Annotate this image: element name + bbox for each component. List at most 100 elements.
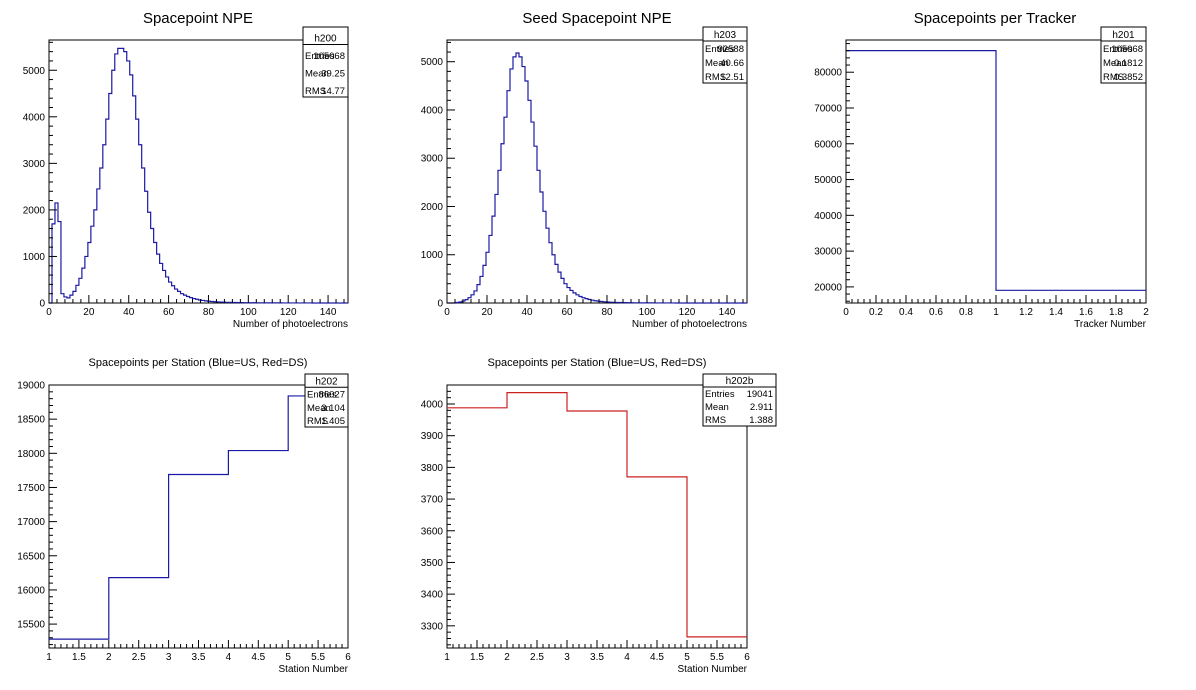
x-tick-label: 140 [320, 307, 337, 318]
stats-entries-value: 19041 [747, 389, 773, 400]
stats-box-frame [1100, 26, 1147, 84]
stats-box-frame [702, 373, 777, 427]
x-axis-label: Number of photoelectrons [632, 319, 747, 330]
stats-rms-value: 1.405 [321, 416, 345, 427]
y-tick-label: 50000 [814, 175, 842, 186]
x-tick-label: 60 [561, 307, 573, 318]
stats-entries-label: Entries [305, 51, 335, 62]
x-axis-label: Tracker Number [1074, 319, 1147, 330]
histogram-line [447, 52, 747, 304]
stats-rms-label: RMS [705, 415, 726, 426]
chart-title: Spacepoints per Station (Blue=US, Red=DS… [488, 357, 707, 369]
x-tick-label: 80 [601, 307, 613, 318]
y-tick-label: 18500 [17, 415, 45, 426]
y-tick-label: 15500 [17, 620, 45, 631]
y-tick-label: 1000 [421, 250, 444, 261]
y-tick-label: 3400 [421, 590, 444, 601]
stats-box-frame [702, 26, 748, 84]
x-axis-label: Station Number [279, 664, 349, 675]
x-tick-label: 20 [83, 307, 95, 318]
x-tick-label: 3 [166, 652, 172, 663]
stats-box-frame [304, 373, 349, 428]
y-tick-label: 4000 [421, 105, 444, 116]
stats-name: h203 [714, 30, 737, 41]
x-axis-label: Number of photoelectrons [233, 319, 348, 330]
y-tick-label: 3000 [23, 159, 46, 170]
x-tick-label: 0.6 [929, 307, 943, 318]
x-tick-label: 100 [639, 307, 656, 318]
stats-mean-label: Mean [307, 403, 331, 414]
x-tick-label: 40 [123, 307, 135, 318]
x-tick-label: 0.4 [899, 307, 913, 318]
stats-entries-label: Entries [705, 44, 735, 55]
x-tick-label: 1.5 [470, 652, 484, 663]
y-tick-label: 3300 [421, 621, 444, 632]
stats-mean-label: Mean [1103, 58, 1127, 69]
plot-p4: Spacepoints per Station (Blue=US, Red=DS… [17, 357, 351, 675]
y-tick-label: 3600 [421, 526, 444, 537]
y-tick-label: 2000 [23, 205, 46, 216]
stats-rms-value: 14.77 [321, 86, 345, 97]
x-tick-label: 3 [564, 652, 570, 663]
stats-entries-value: 105068 [313, 51, 345, 62]
y-tick-label: 80000 [814, 68, 842, 79]
stats-entries-label: Entries [307, 390, 337, 401]
y-tick-label: 4000 [421, 400, 444, 411]
stats-entries-label: Entries [705, 389, 735, 400]
stats-name: h201 [1112, 30, 1135, 41]
y-tick-label: 4000 [23, 112, 46, 123]
y-tick-label: 60000 [814, 139, 842, 150]
x-tick-label: 5 [684, 652, 690, 663]
x-tick-label: 1.8 [1109, 307, 1123, 318]
stats-name: h200 [314, 34, 337, 45]
stats-rms-value: 1.388 [749, 415, 773, 426]
x-tick-label: 5 [285, 652, 291, 663]
x-tick-label: 1 [993, 307, 999, 318]
y-tick-label: 40000 [814, 211, 842, 222]
y-tick-label: 3900 [421, 431, 444, 442]
plot-p5: Spacepoints per Station (Blue=US, Red=DS… [421, 357, 777, 675]
x-tick-label: 0 [843, 307, 849, 318]
y-tick-label: 3000 [421, 154, 444, 165]
y-tick-label: 3800 [421, 463, 444, 474]
stats-rms-label: RMS [305, 86, 326, 97]
stats-mean-value: 0.1812 [1114, 58, 1143, 69]
x-tick-label: 0 [444, 307, 450, 318]
stats-mean-value: 2.911 [750, 402, 773, 413]
x-tick-label: 0 [46, 307, 52, 318]
plot-frame [48, 384, 349, 649]
x-tick-label: 120 [280, 307, 297, 318]
histogram-line [846, 50, 1146, 291]
stats-entries-value: 92588 [718, 44, 744, 55]
x-tick-label: 3.5 [192, 652, 206, 663]
x-tick-label: 1.2 [1019, 307, 1033, 318]
x-tick-label: 0.8 [959, 307, 973, 318]
x-tick-label: 2 [504, 652, 510, 663]
stats-name: h202b [726, 376, 754, 387]
x-tick-label: 2 [1143, 307, 1149, 318]
y-tick-label: 18000 [17, 449, 45, 460]
x-tick-label: 5.5 [311, 652, 325, 663]
y-tick-label: 2000 [421, 202, 444, 213]
plot-p2: Seed Spacepoint NPE 0 20 40 60 80 100 120 140 0 10… [421, 10, 748, 330]
stats-box-frame [302, 26, 349, 98]
plot-frame [48, 39, 349, 304]
stats-rms-label: RMS [307, 416, 328, 427]
plot-frame [446, 384, 748, 649]
x-tick-label: 1 [444, 652, 450, 663]
stats-mean-label: Mean [705, 402, 729, 413]
x-tick-label: 80 [203, 307, 215, 318]
y-tick-label: 16000 [17, 585, 45, 596]
x-tick-label: 4 [624, 652, 630, 663]
x-tick-label: 2 [106, 652, 112, 663]
y-tick-label: 1000 [23, 252, 46, 263]
stats-mean-value: 3.104 [321, 403, 345, 414]
histogram-line [49, 395, 348, 640]
chart-title: Seed Spacepoint NPE [522, 10, 671, 27]
y-tick-label: 16500 [17, 551, 45, 562]
x-tick-label: 4 [226, 652, 232, 663]
chart-title: Spacepoints per Tracker [914, 10, 1077, 27]
